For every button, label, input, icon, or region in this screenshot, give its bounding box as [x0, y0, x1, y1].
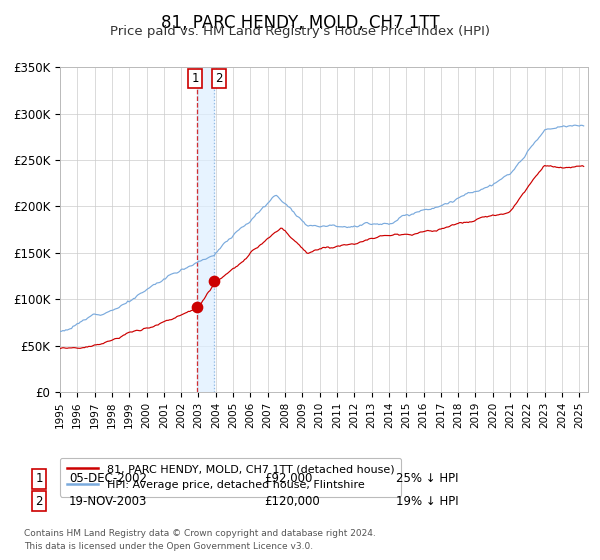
Text: 2: 2 — [35, 494, 43, 508]
Text: 19-NOV-2003: 19-NOV-2003 — [69, 494, 148, 508]
Text: £120,000: £120,000 — [264, 494, 320, 508]
Text: 19% ↓ HPI: 19% ↓ HPI — [396, 494, 458, 508]
Text: £92,000: £92,000 — [264, 472, 313, 486]
Text: Price paid vs. HM Land Registry's House Price Index (HPI): Price paid vs. HM Land Registry's House … — [110, 25, 490, 38]
Text: 05-DEC-2002: 05-DEC-2002 — [69, 472, 147, 486]
Text: Contains HM Land Registry data © Crown copyright and database right 2024.: Contains HM Land Registry data © Crown c… — [24, 529, 376, 538]
Bar — [197, 67, 214, 392]
Text: 2: 2 — [215, 72, 223, 85]
Text: 1: 1 — [191, 72, 199, 85]
Point — [193, 302, 202, 311]
Text: 1: 1 — [35, 472, 43, 486]
Text: 25% ↓ HPI: 25% ↓ HPI — [396, 472, 458, 486]
Text: This data is licensed under the Open Government Licence v3.0.: This data is licensed under the Open Gov… — [24, 542, 313, 550]
Text: 81, PARC HENDY, MOLD, CH7 1TT: 81, PARC HENDY, MOLD, CH7 1TT — [161, 14, 439, 32]
Point — [209, 276, 218, 285]
Legend: 81, PARC HENDY, MOLD, CH7 1TT (detached house), HPI: Average price, detached hou: 81, PARC HENDY, MOLD, CH7 1TT (detached … — [60, 458, 401, 497]
